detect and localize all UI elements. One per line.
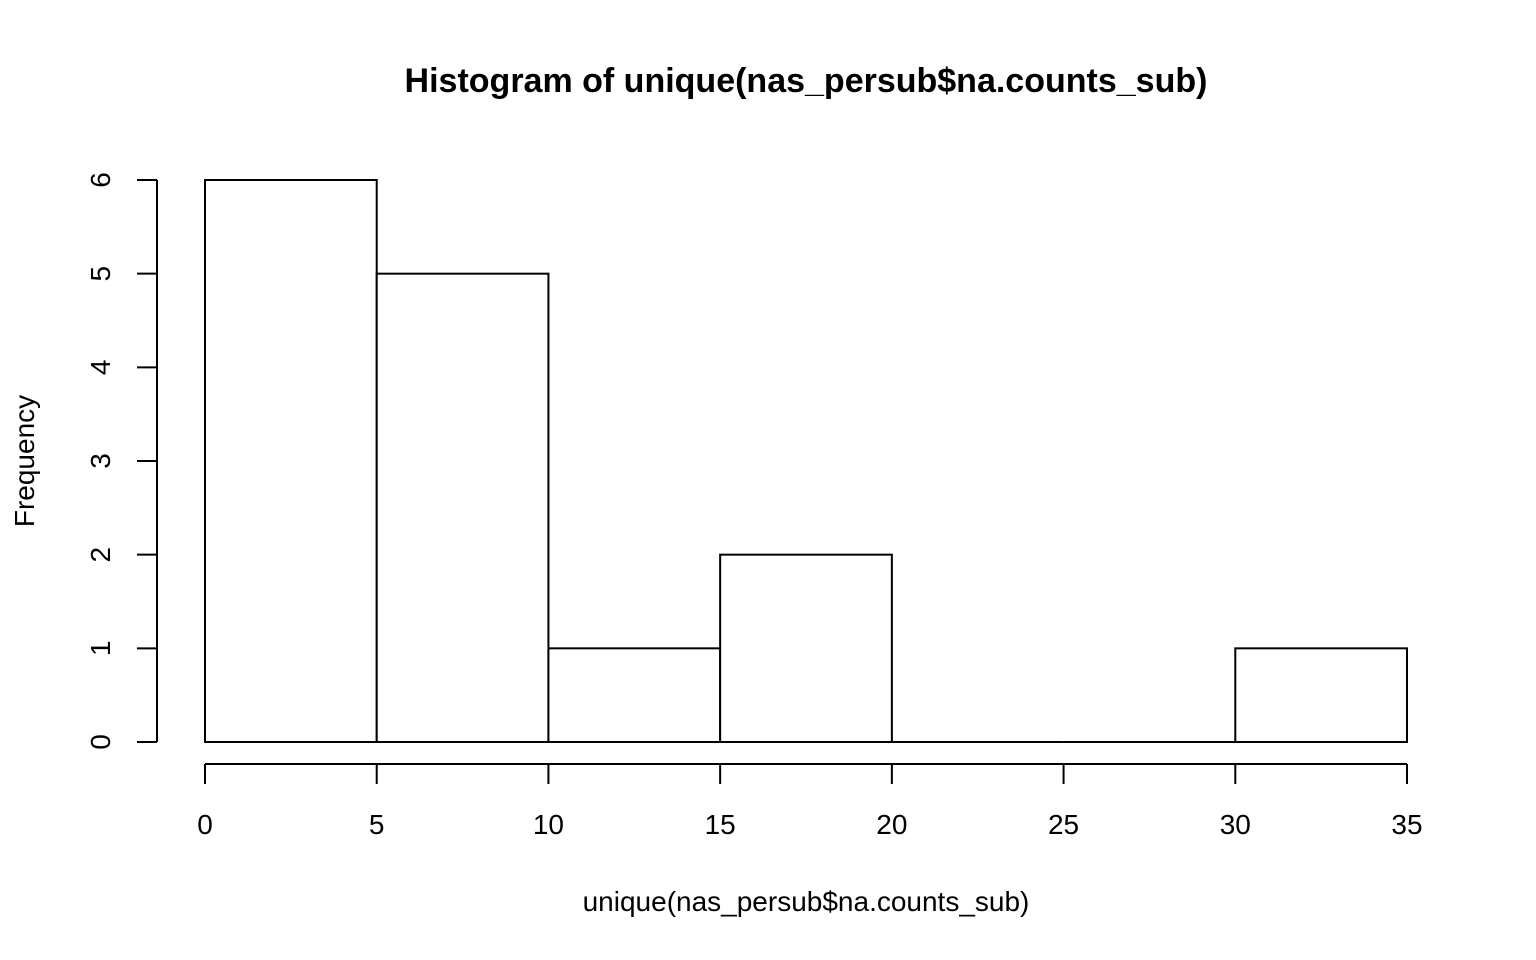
y-tick-label-4: 4: [85, 360, 116, 376]
y-tick-label-3: 3: [85, 453, 116, 469]
x-tick-label-7: 35: [1391, 809, 1422, 840]
x-tick-label-0: 0: [197, 809, 213, 840]
histogram-bar-3: [719, 553, 893, 744]
x-tick-label-6: 30: [1220, 809, 1251, 840]
y-tick-label-6: 6: [85, 172, 116, 188]
x-tick-label-4: 20: [876, 809, 907, 840]
x-tick-label-3: 15: [705, 809, 736, 840]
histogram-bar-0: [204, 179, 378, 743]
histogram-bar-2: [547, 647, 722, 743]
y-axis: 0 1 2 3 4 5 6: [85, 172, 158, 750]
x-axis: 0 5 10 15 20 25 30 35: [197, 763, 1423, 840]
x-tick-label-2: 10: [533, 809, 564, 840]
bars-group: [204, 179, 1409, 744]
y-tick-label-5: 5: [85, 266, 116, 282]
x-axis-label: unique(nas_persub$na.counts_sub): [583, 886, 1030, 917]
y-tick-label-0: 0: [85, 734, 116, 750]
y-axis-label: Frequency: [9, 395, 40, 527]
x-tick-label-5: 25: [1048, 809, 1079, 840]
chart-title: Histogram of unique(nas_persub$na.counts…: [405, 62, 1208, 100]
histogram-bar-1: [375, 272, 550, 743]
histogram-bar-6: [1234, 647, 1409, 743]
x-tick-label-1: 5: [369, 809, 385, 840]
y-tick-label-2: 2: [85, 547, 116, 563]
y-tick-label-1: 1: [85, 641, 116, 657]
